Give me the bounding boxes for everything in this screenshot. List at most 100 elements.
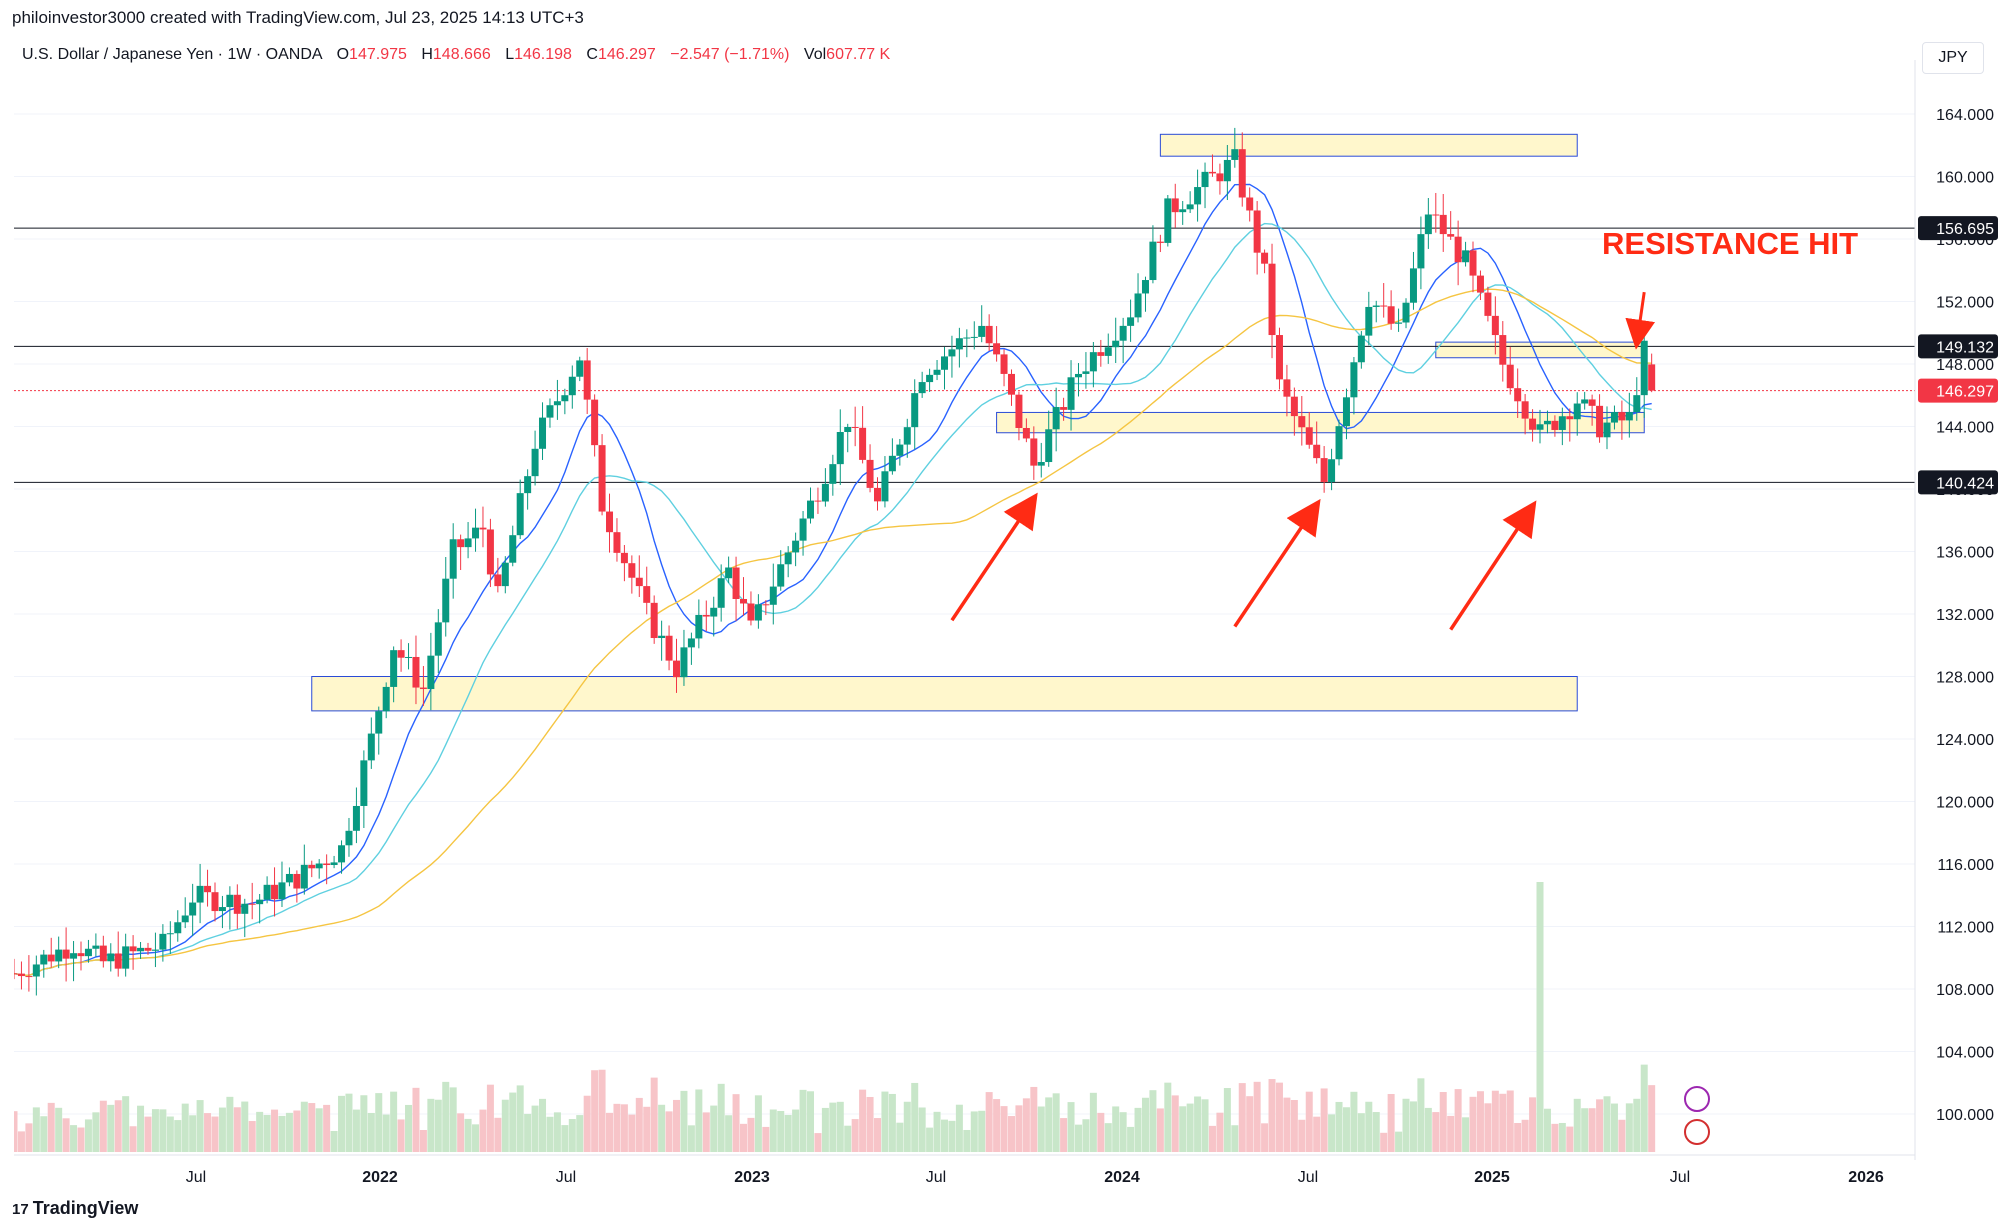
volume-bar xyxy=(784,1114,792,1152)
volume-bar xyxy=(576,1115,584,1152)
candle-body xyxy=(278,882,286,900)
candle-body xyxy=(345,830,353,846)
volume-bar xyxy=(1261,1123,1269,1152)
candle-body xyxy=(1030,438,1038,466)
candle-body xyxy=(792,540,800,553)
volume-bar xyxy=(390,1091,398,1152)
volume-bar xyxy=(643,1106,651,1152)
candle-body xyxy=(77,953,85,957)
volume-bar xyxy=(1618,1119,1626,1152)
volume-bar xyxy=(14,1111,18,1152)
volume-bar xyxy=(710,1105,718,1152)
volume-bar xyxy=(1067,1102,1075,1152)
price-level-label: 146.297 xyxy=(1936,384,1994,401)
volume-bar xyxy=(1409,1101,1417,1152)
candle-body xyxy=(784,552,792,565)
volume-bar xyxy=(792,1109,800,1152)
volume-bar xyxy=(1581,1108,1589,1152)
candle-body xyxy=(1194,187,1202,205)
candle-body xyxy=(308,864,316,869)
volume-bar xyxy=(1536,882,1544,1152)
volume-bar xyxy=(769,1109,777,1152)
volume-bar xyxy=(323,1104,331,1152)
volume-bar xyxy=(1089,1092,1097,1152)
tradingview-brand[interactable]: 17 TradingView xyxy=(12,1198,138,1219)
candle-body xyxy=(412,656,420,688)
support-arrow xyxy=(1233,498,1321,628)
volume-bar xyxy=(933,1111,941,1152)
high-label: H xyxy=(421,46,433,63)
candle-body xyxy=(940,356,948,370)
candle-body xyxy=(1603,422,1611,438)
volume-bar xyxy=(1640,1064,1648,1152)
volume-bar xyxy=(442,1081,450,1152)
y-tick-label: 152.000 xyxy=(1936,295,1994,312)
candle-body xyxy=(1596,405,1604,438)
candle-body xyxy=(1156,241,1164,243)
candle-body xyxy=(1275,335,1283,380)
candle-body xyxy=(1625,412,1633,421)
candle-body xyxy=(1082,371,1090,374)
change-value: −2.547 (−1.71%) xyxy=(670,46,790,63)
volume-bar xyxy=(1491,1090,1499,1152)
candle-body xyxy=(434,622,442,656)
volume-bar xyxy=(360,1095,368,1152)
volume-bar xyxy=(92,1112,100,1152)
candle-body xyxy=(1268,263,1276,336)
volume-bar xyxy=(829,1102,837,1152)
volume-bar xyxy=(1573,1098,1581,1152)
candle-body xyxy=(546,405,554,418)
candle-body xyxy=(539,417,547,449)
volume-bar xyxy=(1447,1115,1455,1152)
candle-body xyxy=(1432,214,1440,216)
volume-bar xyxy=(293,1110,301,1152)
candle-body xyxy=(911,393,919,428)
candle-body xyxy=(1186,204,1194,210)
candle-body xyxy=(486,529,494,575)
candle-body xyxy=(926,374,934,383)
price-level-badge xyxy=(1918,334,1998,359)
volume-bar xyxy=(1372,1112,1380,1152)
volume-bar xyxy=(531,1105,539,1152)
volume-bar xyxy=(174,1120,182,1152)
volume-bar xyxy=(754,1095,762,1152)
candle-body xyxy=(47,954,55,962)
candle-body xyxy=(1372,305,1380,307)
volume-bar xyxy=(955,1104,963,1152)
candle-body xyxy=(1566,416,1574,420)
volume-bar xyxy=(308,1103,316,1152)
candle-body xyxy=(799,518,807,541)
candle-body xyxy=(591,399,599,446)
y-tick-label: 104.000 xyxy=(1936,1045,1994,1062)
volume-bar xyxy=(583,1095,591,1152)
volume-bar xyxy=(412,1087,420,1152)
candle-body xyxy=(1097,352,1105,356)
volume-bar xyxy=(1521,1119,1529,1152)
candle-body xyxy=(107,953,115,962)
candle-body xyxy=(1380,305,1388,307)
volume-bar xyxy=(494,1117,502,1152)
volume-bar xyxy=(233,1107,241,1152)
moving-average-line xyxy=(14,222,1652,977)
volume-bar xyxy=(189,1115,197,1152)
volume-bar xyxy=(40,1116,48,1152)
candle-body xyxy=(1499,335,1507,365)
currency-button[interactable]: JPY xyxy=(1922,42,1984,74)
symbol-name[interactable]: U.S. Dollar / Japanese Yen · 1W · OANDA xyxy=(22,46,322,63)
candle-body xyxy=(1521,401,1529,419)
volume-bar xyxy=(263,1114,271,1152)
candle-body xyxy=(92,945,100,949)
volume-bar xyxy=(122,1096,130,1152)
volume-bar xyxy=(449,1087,457,1152)
candle-body xyxy=(25,976,33,978)
volume-bar xyxy=(1231,1125,1239,1152)
volume-bar xyxy=(1112,1106,1120,1152)
volume-bar xyxy=(732,1094,740,1152)
volume-bar xyxy=(702,1112,710,1152)
y-tick-label: 108.000 xyxy=(1936,982,1994,999)
candle-body xyxy=(1328,459,1336,482)
candle-body xyxy=(777,564,785,587)
x-tick-label: Jul xyxy=(926,1169,946,1186)
volume-bar xyxy=(695,1089,703,1152)
